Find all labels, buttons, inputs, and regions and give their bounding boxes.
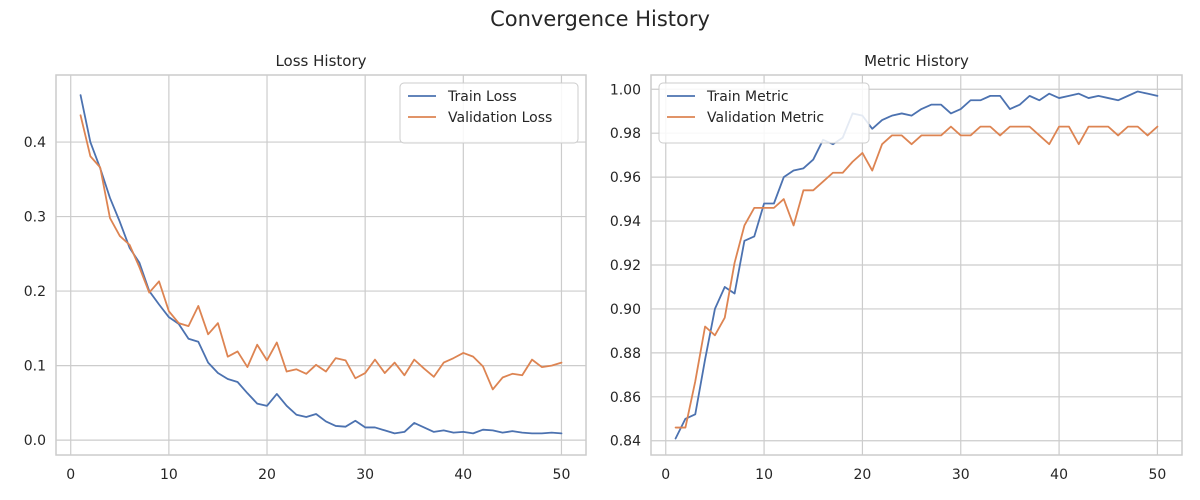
loss-legend: Train Loss Validation Loss bbox=[399, 82, 579, 144]
metric-ytick-label: 0.94 bbox=[610, 214, 641, 230]
loss-xtick-label: 0 bbox=[66, 467, 75, 483]
metric-ytick-label: 0.90 bbox=[610, 302, 641, 318]
metric-ytick-label: 0.86 bbox=[610, 390, 641, 406]
loss-ytick-label: 0.0 bbox=[24, 433, 46, 449]
metric-legend-label: Validation Metric bbox=[707, 110, 824, 126]
figure-title: Convergence History bbox=[490, 7, 710, 31]
loss-legend-label: Validation Loss bbox=[448, 110, 552, 126]
metric-legend: Train Metric Validation Metric bbox=[658, 82, 870, 144]
loss-xtick-label: 30 bbox=[356, 467, 374, 483]
metric-ytick-label: 0.88 bbox=[610, 346, 641, 362]
loss-xtick-label: 50 bbox=[553, 467, 571, 483]
loss-legend-label: Train Loss bbox=[447, 89, 517, 105]
loss-xtick-label: 20 bbox=[258, 467, 276, 483]
loss-ytick-label: 0.2 bbox=[24, 284, 46, 300]
metric-history-panel: 0 10 20 30 40 50 0.84 0.86 0.88 0.90 0.92 0.94 0.96 0… bbox=[610, 52, 1183, 483]
metric-ytick-label: 0.84 bbox=[610, 434, 641, 450]
metric-xtick-label: 20 bbox=[854, 467, 872, 483]
loss-ytick-label: 0.4 bbox=[24, 135, 46, 151]
metric-ytick-label: 0.92 bbox=[610, 258, 641, 274]
metric-xtick-label: 10 bbox=[755, 467, 773, 483]
loss-axes-frame bbox=[55, 74, 587, 456]
metric-xtick-label: 30 bbox=[952, 467, 970, 483]
loss-xtick-label: 10 bbox=[160, 467, 178, 483]
metric-ytick-label: 0.96 bbox=[610, 170, 641, 186]
loss-ytick-label: 0.1 bbox=[24, 359, 46, 375]
metric-xtick-label: 50 bbox=[1149, 467, 1167, 483]
loss-axes-title: Loss History bbox=[275, 52, 366, 70]
loss-ytick-label: 0.3 bbox=[24, 210, 46, 226]
metric-legend-box bbox=[658, 82, 870, 144]
metric-xtick-label: 40 bbox=[1050, 467, 1068, 483]
metric-axes-frame bbox=[650, 74, 1183, 456]
metric-ytick-label: 1.00 bbox=[610, 82, 641, 98]
metric-series-line-validation bbox=[674, 125, 1159, 429]
metric-legend-label: Train Metric bbox=[706, 89, 789, 105]
loss-series-line-train bbox=[79, 94, 563, 435]
loss-history-panel: 0 10 20 30 40 50 0.0 0.1 0.2 0.3 0.4 Loss History Tr… bbox=[24, 52, 587, 483]
loss-xtick-label: 40 bbox=[454, 467, 472, 483]
metric-xtick-label: 0 bbox=[661, 467, 670, 483]
metric-axes-title: Metric History bbox=[864, 52, 969, 70]
loss-legend-box bbox=[399, 82, 579, 144]
metric-series-line-train bbox=[674, 90, 1159, 440]
metric-ytick-label: 0.98 bbox=[610, 126, 641, 142]
loss-series-line-validation bbox=[79, 114, 563, 391]
